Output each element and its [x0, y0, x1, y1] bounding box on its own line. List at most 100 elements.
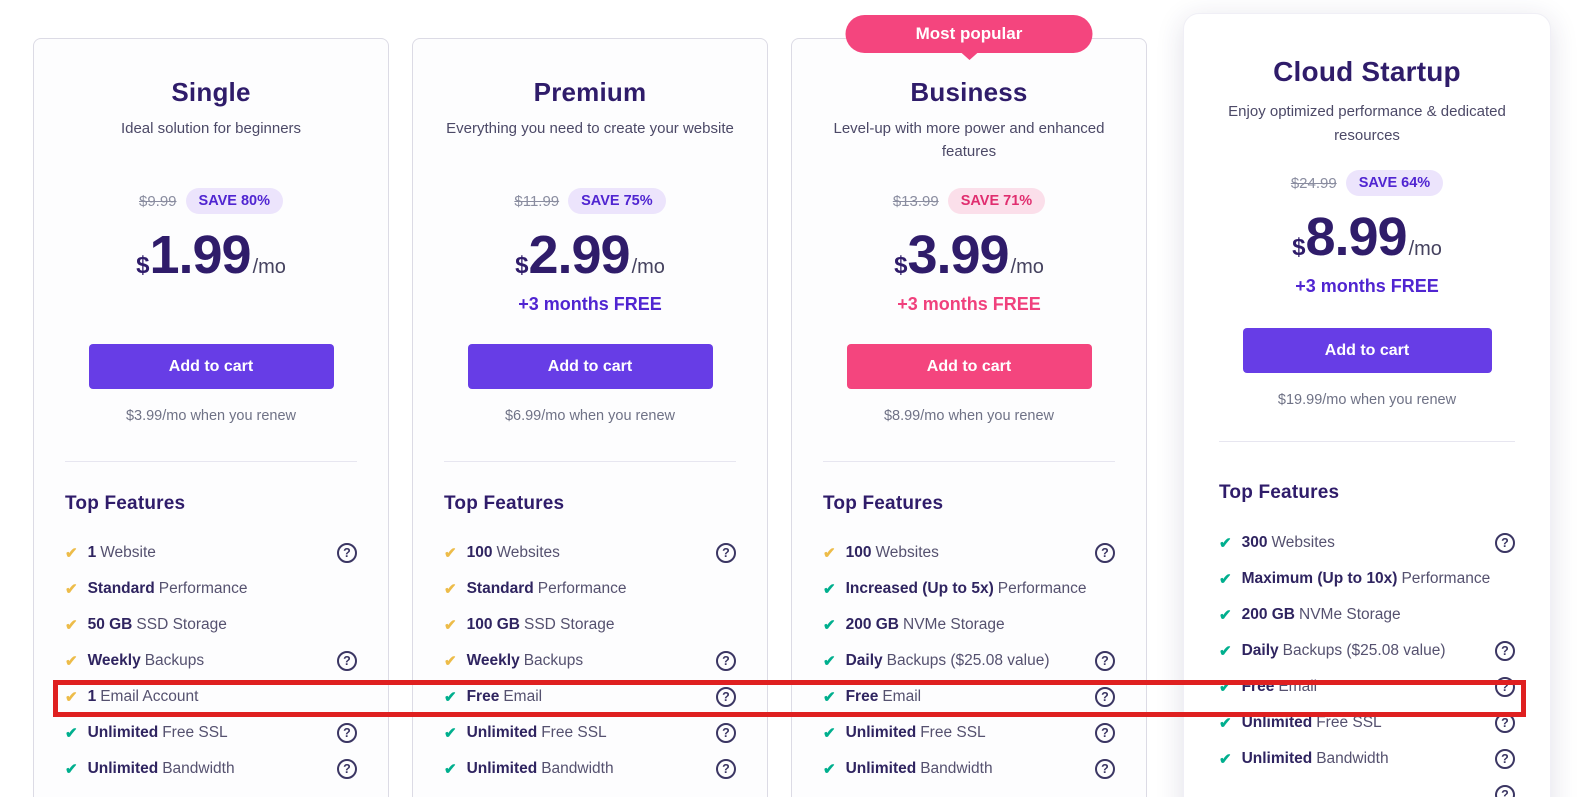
help-icon[interactable]: ? [716, 651, 736, 671]
check-icon: ✔ [823, 761, 836, 778]
features-list: ✔ 300 Websites ? ✔ Maximum (Up to 10x) Per… [1219, 529, 1515, 797]
feature-left: ✔ Standard Performance [444, 580, 736, 598]
add-to-cart-button[interactable]: Add to cart [846, 344, 1092, 389]
help-icon[interactable]: ? [1095, 543, 1115, 563]
feature-text: Weekly Backups [87, 652, 205, 669]
check-icon: ✔ [823, 581, 836, 598]
features-list: ✔ 100 Websites ? ✔ Standard Performance ✔ … [444, 539, 736, 783]
feature-text: 100 GB SSD Storage [466, 616, 615, 633]
feature-row: ✔ Unlimited Free SSL ? [444, 719, 736, 747]
feature-row: ✔ Free Email ? [444, 683, 736, 711]
help-icon[interactable]: ? [716, 759, 736, 779]
features-list: ✔ 1 Website ? ✔ Standard Performance ✔ 50 … [65, 539, 357, 783]
feature-left: ✔ Unlimited Bandwidth [65, 760, 337, 778]
help-icon[interactable]: ? [1495, 641, 1515, 661]
feature-row: ✔ Weekly Backups ? [444, 647, 736, 675]
feature-text: 1 Email Account [87, 688, 199, 705]
feature-row: ✔ Daily Backups ($25.08 value) ? [1219, 637, 1515, 665]
feature-text: 200 GB NVMe Storage [845, 616, 1005, 633]
price-amount: 1.99 [149, 225, 251, 285]
help-icon[interactable]: ? [1095, 759, 1115, 779]
help-icon[interactable]: ? [1095, 651, 1115, 671]
feature-left: ✔ Weekly Backups [444, 652, 716, 670]
help-icon[interactable]: ? [1495, 785, 1515, 797]
feature-left: ✔ Unlimited Free SSL [65, 724, 337, 742]
check-icon: ✔ [823, 725, 836, 742]
divider [444, 461, 736, 462]
feature-left: ✔ Unlimited Bandwidth [1219, 750, 1495, 768]
plan-card: Cloud Startup Enjoy optimized performanc… [1183, 13, 1551, 797]
features-heading: Top Features [1219, 482, 1340, 503]
plan-name: Premium [533, 77, 647, 107]
feature-text: Weekly Backups [466, 652, 584, 669]
feature-left: ✔ 50 GB SSD Storage [65, 616, 357, 634]
plan-header: Single Ideal solution for beginners [65, 39, 357, 186]
help-icon[interactable]: ? [1495, 713, 1515, 733]
price-amount: 8.99 [1305, 207, 1407, 267]
check-icon: ✔ [823, 689, 836, 706]
add-to-cart-button[interactable]: Add to cart [88, 344, 334, 389]
plan-card: Premium Everything you need to create yo… [412, 38, 768, 797]
feature-row: ✔ Unlimited Bandwidth ? [444, 755, 736, 783]
help-icon[interactable]: ? [1495, 749, 1515, 769]
feature-text: Free Email [1241, 678, 1318, 695]
feature-left: ✔ 1 Website [65, 544, 337, 562]
feature-row: ✔ Unlimited Free SSL ? [1219, 709, 1515, 737]
help-icon[interactable]: ? [1495, 677, 1515, 697]
feature-left: ✔ 1 Email Account [65, 688, 357, 706]
feature-row: ✔ 100 Websites ? [823, 539, 1115, 567]
check-icon: ✔ [1219, 643, 1232, 660]
feature-left: ✔ Unlimited Bandwidth [444, 760, 716, 778]
help-icon[interactable]: ? [1095, 687, 1115, 707]
most-popular-label: Most popular [915, 24, 1023, 43]
price-period: /mo [631, 256, 665, 278]
feature-left: ✔ Free Email [823, 688, 1095, 706]
check-icon: ✔ [823, 617, 836, 634]
help-icon[interactable]: ? [337, 723, 357, 743]
feature-left: ✔ Maximum (Up to 10x) Performance [1219, 570, 1515, 588]
feature-row: ✔ Weekly Backups ? [65, 647, 357, 675]
plan-description: Enjoy optimized performance & dedicated … [1228, 103, 1506, 144]
renewal-note: $19.99/mo when you renew [1277, 392, 1457, 408]
plan-card: Most popular Business Level-up with more… [791, 15, 1147, 797]
feature-row: ✔ 1 Email Account [65, 683, 357, 711]
help-icon[interactable]: ? [1095, 723, 1115, 743]
feature-left: ✔ 100 Websites [823, 544, 1095, 562]
feature-text: Daily Backups ($25.08 value) [1241, 642, 1446, 659]
check-icon: ✔ [65, 545, 78, 562]
feature-left: ✔ Weekly Backups [65, 652, 337, 670]
help-icon[interactable]: ? [716, 723, 736, 743]
feature-text: 50 GB SSD Storage [87, 616, 227, 633]
features-heading: Top Features [65, 493, 186, 514]
feature-left: ✔ Increased (Up to 5x) Performance [823, 580, 1115, 598]
feature-left: ✔ 300 Websites [1219, 534, 1495, 552]
plan-header: Cloud Startup Enjoy optimized performanc… [1219, 14, 1515, 168]
help-icon[interactable]: ? [716, 687, 736, 707]
price-period: /mo [1408, 238, 1442, 260]
free-months-note: +3 months FREE [897, 294, 1041, 314]
feature-left: ✔ 100 Websites [444, 544, 716, 562]
feature-text: Increased (Up to 5x) Performance [845, 580, 1087, 597]
add-to-cart-button[interactable]: Add to cart [467, 344, 713, 389]
feature-text: Unlimited Bandwidth [845, 760, 993, 777]
save-badge: SAVE 75% [568, 188, 666, 214]
help-icon[interactable]: ? [337, 759, 357, 779]
help-icon[interactable]: ? [1495, 533, 1515, 553]
help-icon[interactable]: ? [716, 543, 736, 563]
help-icon[interactable]: ? [337, 651, 357, 671]
add-to-cart-button[interactable]: Add to cart [1242, 328, 1492, 373]
old-price: $24.99 [1290, 174, 1337, 192]
features-list: ✔ 100 Websites ? ✔ Increased (Up to 5x) Pe… [823, 539, 1115, 783]
price-period: /mo [252, 256, 286, 278]
help-icon[interactable]: ? [337, 543, 357, 563]
check-icon: ✔ [1219, 571, 1232, 588]
save-badge: SAVE 80% [185, 188, 283, 214]
save-badge: SAVE 64% [1345, 170, 1444, 196]
price: $ 2.99 /mo [444, 228, 736, 282]
currency-sign: $ [894, 252, 908, 279]
check-icon: ✔ [444, 545, 457, 562]
check-icon: ✔ [444, 725, 457, 742]
feature-text: Free Email [466, 688, 543, 705]
feature-row: ✔ 300 Websites ? [1219, 529, 1515, 557]
feature-row: ✔ Unlimited Bandwidth ? [823, 755, 1115, 783]
